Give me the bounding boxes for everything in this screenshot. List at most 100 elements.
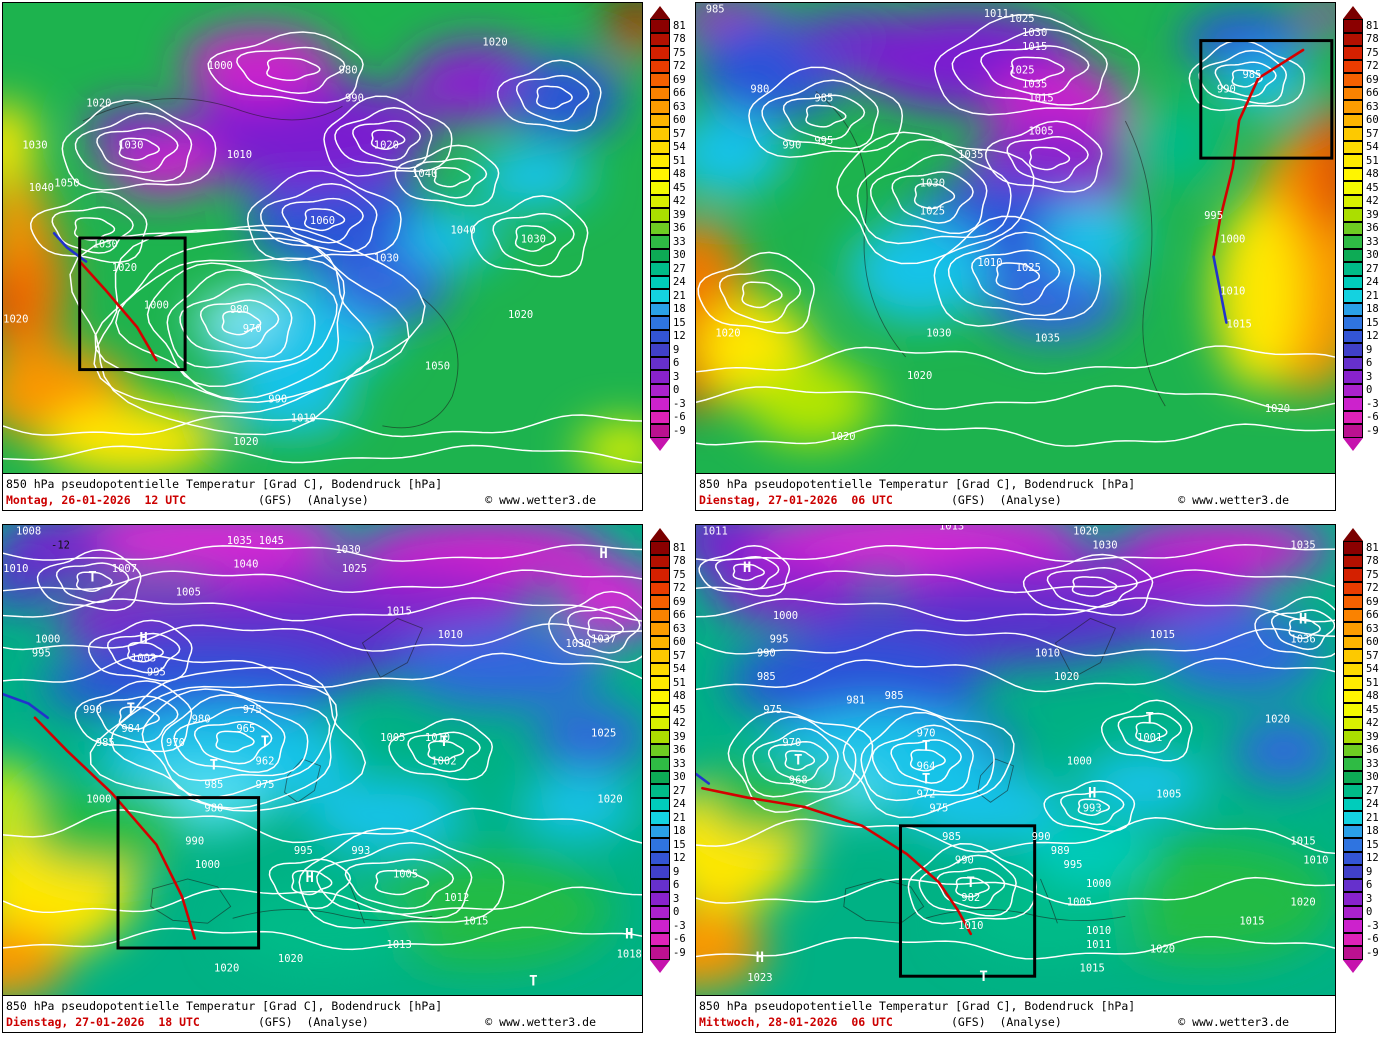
colorbar-tick: 45 [1343, 181, 1385, 195]
colorbar-swatch [650, 851, 670, 865]
colorbar-tick-label: 21 [1366, 811, 1379, 824]
colorbar-tick: 72 [650, 59, 692, 73]
colorbar-tick-label: 72 [673, 60, 686, 73]
colorbar-swatch [1343, 343, 1363, 357]
temperature-label: -12 [51, 540, 70, 552]
pressure-label: 985 [942, 831, 961, 843]
pressure-label: 1030 [1022, 27, 1047, 39]
pressure-label: 985 [706, 3, 725, 15]
colorbar-tick: -3 [1343, 919, 1385, 933]
pressure-label: 1020 [508, 309, 533, 321]
colorbar-tick-label: 9 [673, 865, 680, 878]
colorbar-tick: 48 [1343, 689, 1385, 703]
colorbar-tick-label: 21 [673, 289, 686, 302]
colorbar-swatch [650, 383, 670, 397]
colorbar-tick-label: 51 [1366, 676, 1379, 689]
caption-meta: Dienstag, 27-01-2026 18 UTC (GFS) (Analy… [3, 1014, 642, 1031]
colorbar-tick: -9 [650, 424, 692, 438]
pressure-label: T [979, 969, 987, 985]
pressure-label: 1010 [977, 257, 1002, 269]
colorbar-tick-label: -9 [673, 946, 686, 959]
colorbar-tick: 69 [650, 595, 692, 609]
pressure-label: 1000 [1067, 756, 1092, 768]
pressure-label: 995 [32, 648, 51, 660]
colorbar: 81 78 75 72 69 66 63 60 57 54 51 48 45 42 39 36 33 30 27 24… [650, 528, 692, 973]
front-line [1212, 255, 1228, 324]
pressure-label: 985 [814, 93, 833, 105]
pressure-label: 1015 [387, 605, 412, 617]
colorbar-swatch [1343, 248, 1363, 262]
coastlines [815, 91, 1166, 407]
colorbar-tick: 81 [1343, 19, 1385, 33]
colorbar-swatch [650, 73, 670, 87]
colorbar-tick-label: 3 [1366, 892, 1373, 905]
pressure-label: 980 [339, 65, 358, 77]
colorbar-tick: 81 [650, 19, 692, 33]
colorbar-tick: 30 [650, 248, 692, 262]
colorbar-swatch [1343, 302, 1363, 316]
colorbar-tick-label: 66 [1366, 87, 1379, 100]
colorbar-swatch [650, 784, 670, 798]
colorbar-tick-label: 39 [1366, 730, 1379, 743]
colorbar-swatch [650, 19, 670, 33]
colorbar-tick: -6 [650, 410, 692, 424]
colorbar-tick: 81 [1343, 541, 1385, 555]
colorbar-swatch [1343, 649, 1363, 663]
pressure-label: T [529, 974, 537, 990]
colorbar-tick-label: 54 [673, 141, 686, 154]
pressure-label: 990 [955, 854, 974, 866]
pressure-label: 990 [268, 394, 287, 406]
caption: 850 hPa pseudopotentielle Temperatur [Gr… [696, 473, 1335, 510]
colorbar-tick-label: 33 [1366, 757, 1379, 770]
colorbar-swatch [650, 797, 670, 811]
colorbar-tick-label: 3 [1366, 370, 1373, 383]
colorbar-tick: 12 [650, 851, 692, 865]
pressure-label: 985 [204, 779, 223, 791]
pressure-label: 1010 [1035, 648, 1060, 660]
colorbar-tick: 18 [1343, 824, 1385, 838]
pressure-label: 975 [763, 704, 782, 716]
pressure-label: 995 [770, 634, 789, 646]
pressure-label: 1040 [412, 168, 437, 180]
pressure-label: 1015 [1290, 836, 1315, 848]
colorbar-swatch [1343, 154, 1363, 168]
colorbar-swatch [1343, 892, 1363, 906]
pressure-label: 1010 [3, 563, 28, 575]
colorbar-swatch [1343, 424, 1363, 438]
pressure-label: 1020 [715, 328, 740, 340]
pressure-label: 1011 [984, 8, 1009, 20]
colorbar-tick: 9 [650, 343, 692, 357]
colorbar-tick-label: 48 [1366, 168, 1379, 181]
colorbar-tick: 72 [650, 581, 692, 595]
caption-datetime: Dienstag, 27-01-2026 18 UTC [6, 1015, 200, 1029]
colorbar-tick: 81 [650, 541, 692, 555]
pressure-label: 1002 [431, 756, 456, 768]
colorbar-tick-label: 66 [1366, 609, 1379, 622]
map-frame: 1008 -12 1010 T 1007 1035 1045 1030 1025 1040 1005… [2, 524, 643, 1033]
colorbar-tick: 3 [1343, 892, 1385, 906]
colorbar-tick: 78 [1343, 32, 1385, 46]
pressure-label: 1030 [1092, 540, 1117, 552]
colorbar-swatch [1343, 86, 1363, 100]
colorbar-tick-label: 48 [1366, 690, 1379, 703]
pressure-label: 1060 [310, 215, 335, 227]
colorbar-tick: 72 [1343, 59, 1385, 73]
pressure-label: T [922, 772, 930, 788]
pressure-label: 1020 [1265, 713, 1290, 725]
colorbar-tick-label: 33 [673, 235, 686, 248]
colorbar-tick-label: 9 [1366, 343, 1373, 356]
pressure-label: 1020 [86, 97, 111, 109]
colorbar-tick: 21 [650, 811, 692, 825]
pressure-label: 980 [204, 803, 223, 815]
map-frame: 1020 1000 980 990 1020 1030 1030 1010 1020 1040 10… [2, 2, 643, 511]
pressure-label: 1020 [597, 793, 622, 805]
colorbar-swatch [650, 113, 670, 127]
pressure-label: T [440, 734, 448, 750]
colorbar-tick: 69 [650, 73, 692, 87]
colorbar-tick-label: 27 [673, 784, 686, 797]
colorbar-tick-label: 15 [1366, 316, 1379, 329]
pressure-label: 1005 [176, 587, 201, 599]
